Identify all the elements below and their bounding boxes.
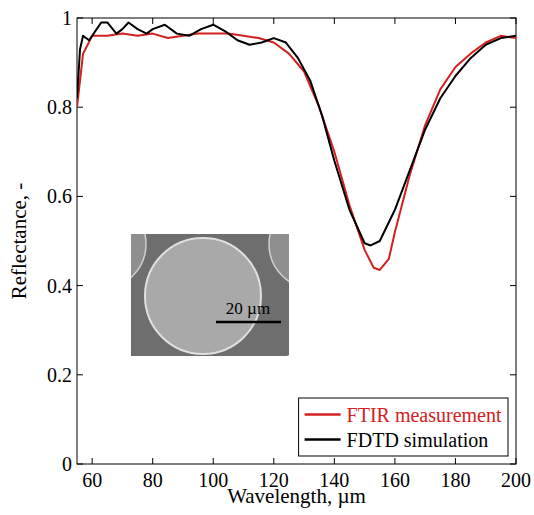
scale-bar-label: 20 µm bbox=[226, 299, 270, 318]
legend-label: FDTD simulation bbox=[347, 429, 489, 451]
y-tick bbox=[510, 374, 516, 375]
legend-box bbox=[299, 398, 508, 456]
x-tick bbox=[213, 18, 214, 24]
x-tick bbox=[334, 18, 335, 24]
x-tick-label: 180 bbox=[440, 469, 470, 491]
y-tick bbox=[510, 196, 516, 197]
y-tick bbox=[510, 464, 516, 465]
inset-disk bbox=[264, 351, 289, 356]
y-tick-label: 0.6 bbox=[47, 185, 72, 207]
y-tick-label: 0 bbox=[62, 453, 72, 475]
y-tick bbox=[510, 18, 516, 19]
x-tick bbox=[213, 458, 214, 464]
y-tick bbox=[77, 374, 83, 375]
y-tick-label: 0.4 bbox=[47, 275, 72, 297]
inset-disk bbox=[131, 234, 146, 289]
x-tick-label: 80 bbox=[143, 469, 163, 491]
x-tick bbox=[516, 458, 517, 464]
scale-bar bbox=[216, 321, 281, 324]
x-tick bbox=[92, 458, 93, 464]
legend-label: FTIR measurement bbox=[347, 404, 502, 426]
plot-frame bbox=[77, 18, 516, 464]
y-tick-label: 1 bbox=[62, 7, 72, 29]
series-line bbox=[77, 34, 516, 270]
y-tick-label: 0.8 bbox=[47, 96, 72, 118]
y-tick bbox=[77, 285, 83, 286]
y-tick-label: 0.2 bbox=[47, 364, 72, 386]
inset-disk bbox=[145, 238, 261, 354]
x-tick-label: 100 bbox=[198, 469, 228, 491]
legend: FTIR measurement FDTD simulation bbox=[299, 398, 508, 456]
x-tick bbox=[516, 18, 517, 24]
x-tick bbox=[394, 18, 395, 24]
y-axis-title: Reflectance, - bbox=[7, 183, 31, 300]
y-tick bbox=[77, 18, 83, 19]
x-tick-label: 60 bbox=[82, 469, 102, 491]
legend-swatch bbox=[305, 438, 341, 441]
y-tick bbox=[510, 107, 516, 108]
inset-disk bbox=[269, 234, 289, 289]
x-tick-label: 160 bbox=[380, 469, 410, 491]
x-tick bbox=[273, 458, 274, 464]
inset-background bbox=[131, 234, 289, 356]
x-tick bbox=[334, 458, 335, 464]
x-tick bbox=[152, 18, 153, 24]
x-tick bbox=[394, 458, 395, 464]
y-tick bbox=[77, 196, 83, 197]
x-tick bbox=[455, 458, 456, 464]
x-tick bbox=[92, 18, 93, 24]
chart: 20 µm608010012014016018020000.20.40.60.8… bbox=[0, 0, 534, 515]
x-tick bbox=[273, 18, 274, 24]
series-line bbox=[77, 22, 516, 245]
legend-swatch bbox=[305, 413, 341, 416]
y-tick bbox=[510, 285, 516, 286]
x-tick-label: 200 bbox=[501, 469, 531, 491]
y-tick bbox=[77, 464, 83, 465]
x-tick bbox=[152, 458, 153, 464]
x-tick bbox=[455, 18, 456, 24]
x-axis-title: Wavelength, µm bbox=[227, 484, 366, 508]
series-group bbox=[77, 22, 516, 270]
